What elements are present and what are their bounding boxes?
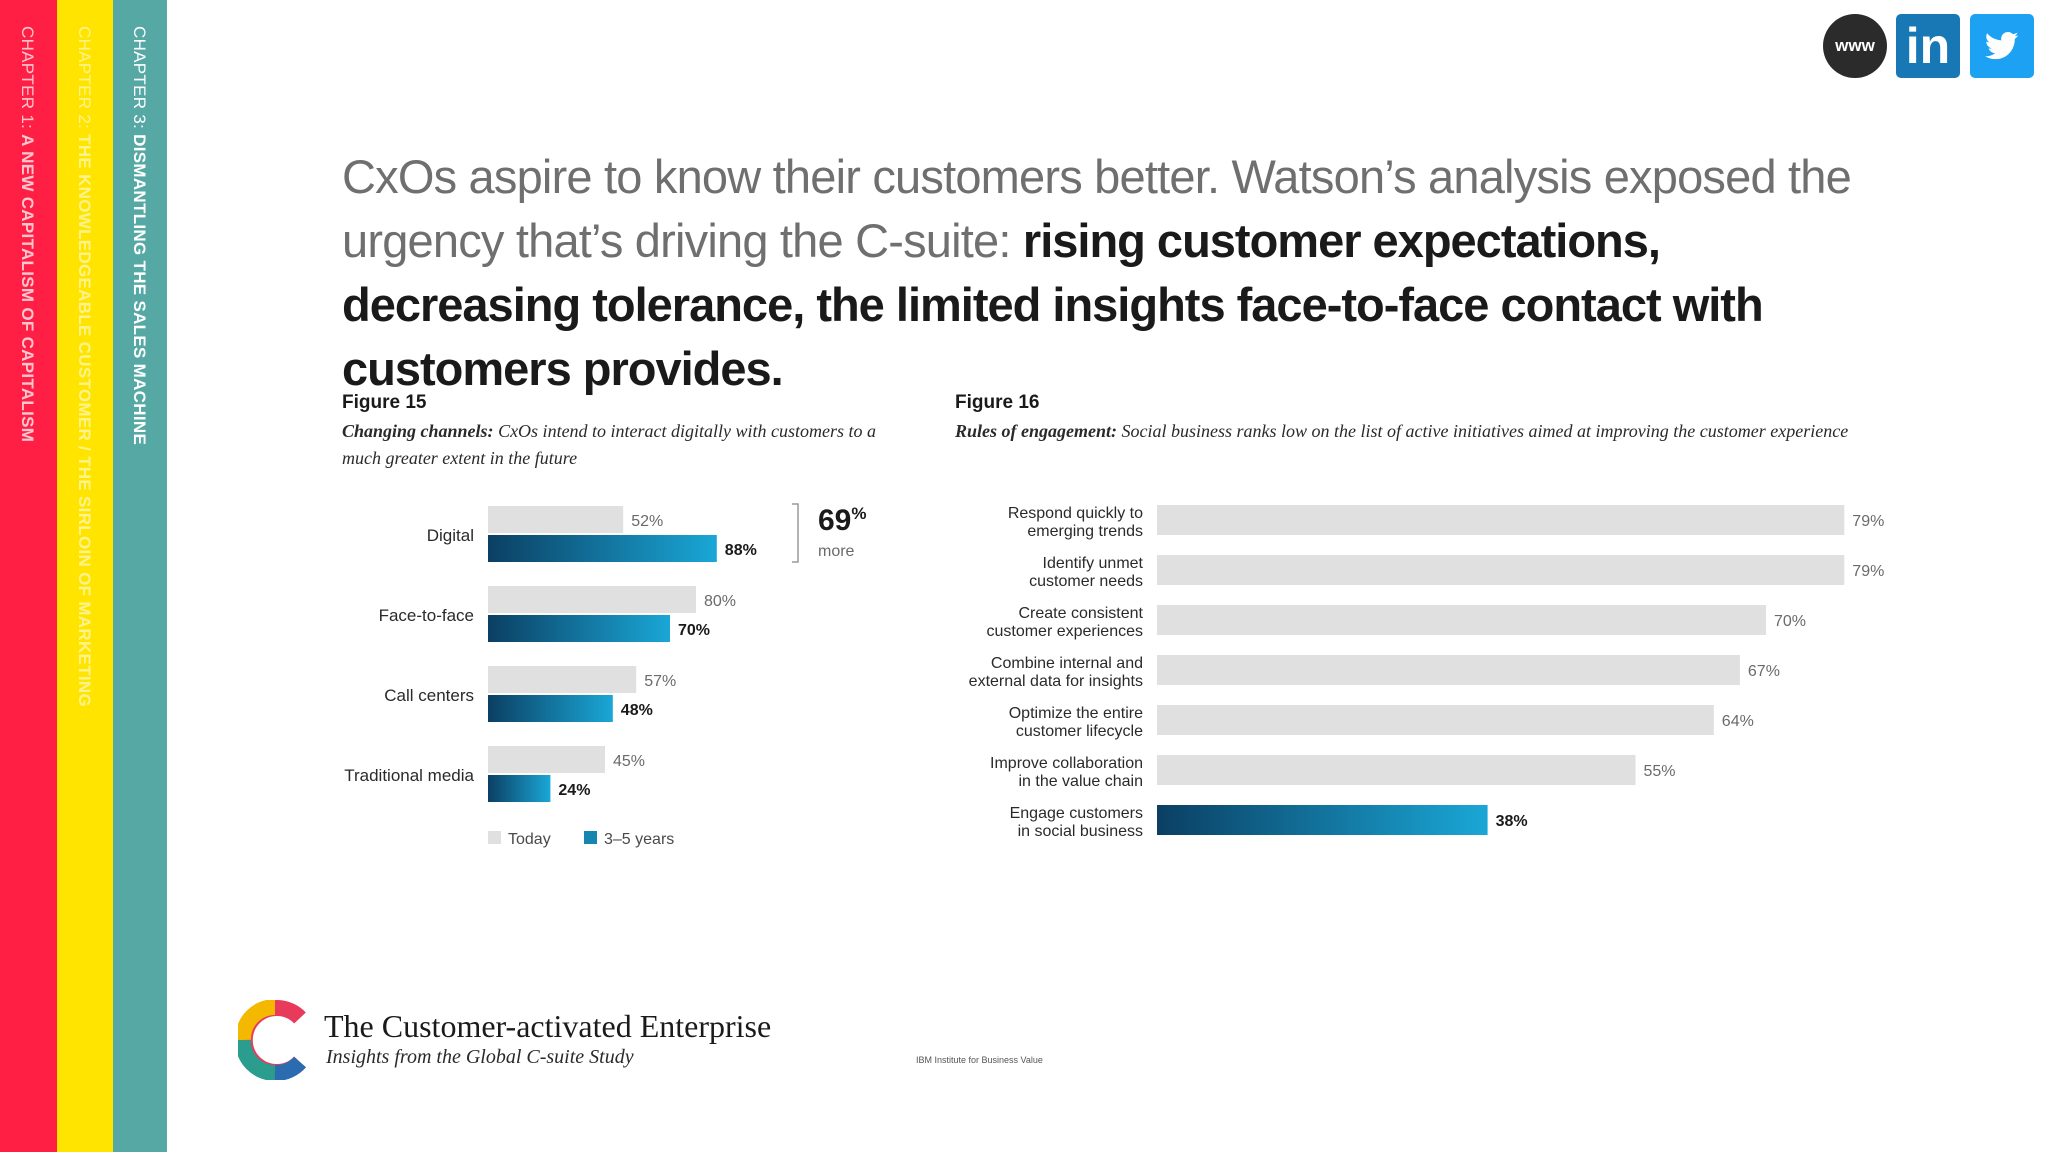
fig16-category-label: Improve collaboration [990, 755, 1143, 772]
linkedin-icon[interactable]: in [1896, 14, 1960, 78]
fig16-bar [1157, 805, 1488, 835]
figure-16-label: Figure 16 [955, 392, 1040, 413]
fig16-category-label: Optimize the entire [1009, 705, 1143, 722]
fig16-category-label: Respond quickly to [1008, 505, 1143, 522]
headline: CxOs aspire to know their customers bett… [342, 145, 1902, 401]
fig15-label-future: 88% [725, 542, 757, 559]
fig16-category-label: external data for insights [969, 673, 1143, 690]
fig15-bar-today [488, 506, 624, 533]
figure-15-callout-value: 69% [818, 504, 867, 537]
fig15-category-label: Face-to-face [379, 606, 474, 625]
legend-future-label: 3–5 years [604, 831, 674, 848]
legend-today-swatch [488, 831, 501, 844]
fig16-category-label: customer experiences [986, 623, 1143, 640]
publisher-label: IBM Institute for Business Value [916, 1055, 1043, 1065]
fig16-category-label: customer needs [1029, 573, 1143, 590]
figure-15-caption: Changing channels: CxOs intend to intera… [342, 421, 877, 468]
fig16-bar [1157, 705, 1714, 735]
fig15-category-label: Call centers [384, 686, 474, 705]
fig16-value-label: 38% [1496, 813, 1528, 830]
figure-15-callout-bracket [792, 503, 799, 563]
fig15-label-future: 48% [621, 702, 653, 719]
figure-16-caption: Rules of engagement: Social business ran… [955, 421, 1849, 441]
fig16-category-label: customer lifecycle [1016, 723, 1143, 740]
fig16-category-label: in the value chain [1018, 773, 1143, 790]
fig15-label-today: 52% [631, 513, 663, 530]
fig16-category-label: emerging trends [1027, 523, 1143, 540]
headline-plain: CxOs aspire to know their customers bett… [342, 150, 1852, 267]
chapter-2-label[interactable]: CHAPTER 2: THE KNOWLEDGEABLE CUSTOMER / … [75, 26, 94, 707]
chapter-2-tab[interactable] [57, 0, 113, 1152]
fig15-bar-today [488, 666, 637, 693]
fig16-bar [1157, 755, 1636, 785]
fig15-bar-future [488, 615, 670, 642]
chapter-3-label[interactable]: CHAPTER 3: DISMANTLING THE SALES MACHINE [130, 26, 149, 446]
fig15-bar-future [488, 775, 551, 802]
fig16-category-label: Create consistent [1018, 605, 1143, 622]
c-logo-icon [238, 1000, 307, 1080]
fig15-category-label: Traditional media [344, 766, 474, 785]
footer-subtitle: Insights from the Global C-suite Study [326, 1046, 634, 1068]
fig16-bar [1157, 505, 1845, 535]
fig15-bar-today [488, 586, 696, 613]
figure-15-label: Figure 15 [342, 392, 427, 413]
fig16-value-label: 79% [1852, 513, 1884, 530]
fig16-value-label: 64% [1722, 713, 1754, 730]
www-label: www [1835, 36, 1875, 55]
fig16-category-label: Identify unmet [1043, 555, 1144, 572]
fig16-category-label: in social business [1018, 823, 1143, 840]
figure-15-chart: Digital 52% 88% Face-to-face 80% 70% Call cent… [344, 506, 757, 848]
fig16-category-label: Engage customers [1010, 805, 1143, 822]
chapter-1-tab[interactable] [0, 0, 57, 1152]
chapter-1-label[interactable]: CHAPTER 1: A NEW CAPITALISM OF CAPITALIS… [18, 26, 37, 443]
website-link-icon[interactable]: www [1823, 14, 1887, 78]
linkedin-label: in [1905, 18, 1951, 74]
legend-future-swatch [584, 831, 597, 844]
footer-title: The Customer-activated Enterprise [324, 1008, 772, 1044]
fig15-bar-today [488, 746, 605, 773]
fig15-label-today: 80% [704, 593, 736, 610]
legend-today-label: Today [508, 831, 551, 848]
fig16-value-label: 67% [1748, 663, 1780, 680]
fig16-value-label: 70% [1774, 613, 1806, 630]
fig16-category-label: Combine internal and [991, 655, 1143, 672]
fig16-bar [1157, 605, 1766, 635]
fig15-bar-future [488, 695, 613, 722]
fig16-bar [1157, 555, 1845, 585]
fig16-value-label: 55% [1644, 763, 1676, 780]
fig15-label-future: 24% [558, 782, 590, 799]
fig15-category-label: Digital [427, 526, 474, 545]
fig16-value-label: 79% [1852, 563, 1884, 580]
fig15-bar-future [488, 535, 717, 562]
headline-bold: rising customer expectations, decreasing… [342, 214, 1764, 395]
fig15-label-today: 57% [644, 673, 676, 690]
twitter-bird-icon [1985, 31, 2019, 60]
fig16-bar [1157, 655, 1740, 685]
fig15-label-future: 70% [678, 622, 710, 639]
chapter-3-tab[interactable] [113, 0, 167, 1152]
twitter-icon[interactable] [1970, 14, 2034, 78]
figure-15-callout-text: more [818, 543, 855, 560]
fig15-label-today: 45% [613, 753, 645, 770]
